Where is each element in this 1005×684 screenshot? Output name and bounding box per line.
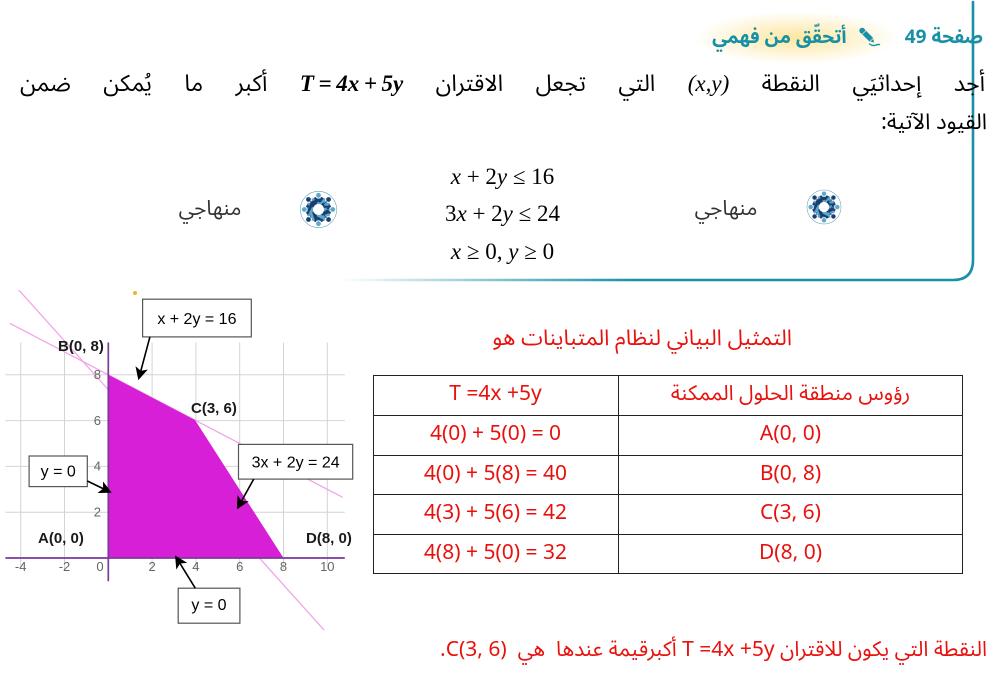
svg-text:8: 8 bbox=[280, 559, 287, 574]
svg-text:8: 8 bbox=[94, 367, 101, 382]
svg-text:y = 0: y = 0 bbox=[41, 464, 76, 481]
svg-text:6: 6 bbox=[94, 413, 101, 428]
svg-text:0: 0 bbox=[96, 559, 103, 574]
svg-text:y = 0: y = 0 bbox=[191, 597, 226, 614]
svg-text:-2: -2 bbox=[59, 559, 71, 574]
svg-text:3x + 2y = 24: 3x + 2y = 24 bbox=[252, 455, 340, 472]
svg-text:2: 2 bbox=[148, 559, 155, 574]
svg-text:2: 2 bbox=[94, 505, 101, 520]
svg-text:6: 6 bbox=[236, 559, 243, 574]
svg-text:4: 4 bbox=[94, 459, 101, 474]
svg-text:10: 10 bbox=[320, 559, 334, 574]
svg-text:D(8, 0): D(8, 0) bbox=[306, 530, 352, 547]
svg-text:C(3, 6): C(3, 6) bbox=[191, 400, 237, 417]
svg-text:-4: -4 bbox=[15, 559, 27, 574]
svg-text:A(0, 0): A(0, 0) bbox=[38, 530, 84, 547]
svg-text:B(0, 8): B(0, 8) bbox=[58, 338, 104, 355]
svg-text:4: 4 bbox=[192, 559, 199, 574]
